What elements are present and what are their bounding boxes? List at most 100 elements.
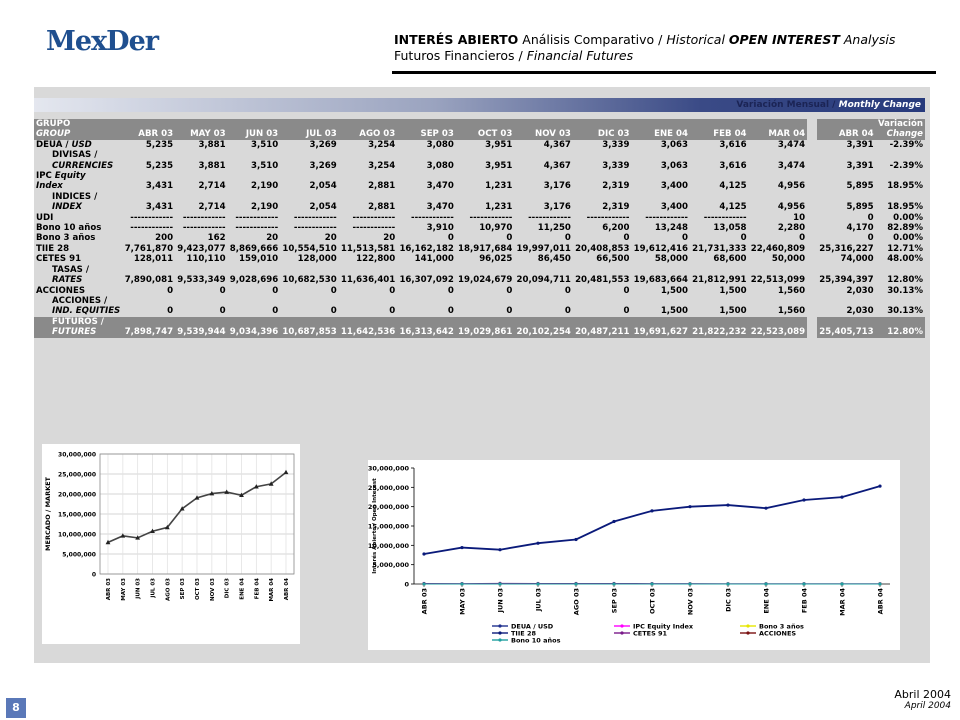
legend-marker: [498, 624, 502, 628]
legend-label: ACCIONES: [759, 630, 796, 638]
data-point: [253, 484, 259, 489]
row-value: 0: [506, 306, 513, 317]
row-value: ------------: [528, 212, 571, 223]
row-gap: [807, 264, 818, 276]
row-gap: [807, 150, 818, 161]
row-value: 0: [167, 285, 174, 296]
table-row: CETES 91 128,011 110,110 159,010 128,000 122,…: [34, 254, 925, 265]
header-blank: [748, 119, 808, 130]
row-value: 3,616: [719, 160, 747, 171]
y-tick-label: 10,000,000: [58, 532, 96, 539]
row-last-value: [817, 171, 876, 181]
row-value: [228, 171, 281, 181]
data-point: [764, 506, 768, 510]
row-value: 16,313,642: [399, 327, 454, 338]
row-value: 3,910: [426, 223, 454, 234]
row-value: 0: [623, 306, 630, 317]
row-value: 3,431: [145, 202, 174, 213]
x-tick-label: SEP 03: [611, 588, 619, 613]
row-value: 3,881: [198, 160, 226, 171]
row-gap: [807, 306, 818, 317]
row-value: 0: [623, 233, 630, 244]
row-value: [175, 265, 228, 275]
row-value: 7,761,870: [124, 243, 174, 254]
row-value: 3,063: [660, 160, 688, 171]
row-value: [456, 265, 515, 275]
table-row: TIIE 28 7,761,870 9,423,077 8,869,666 10,554…: [34, 243, 925, 255]
row-value: 68,600: [713, 254, 747, 265]
open-interest-chart: 0 5,000,000 10,000,000 15,000,000 20,000,000…: [368, 460, 900, 650]
data-point: [688, 582, 692, 586]
y-tick-label: 15,000,000: [58, 512, 96, 519]
row-value: [397, 192, 456, 202]
row-value: 3,470: [426, 181, 454, 192]
y-tick-label: 10,000,000: [368, 542, 409, 550]
row-value: ------------: [352, 212, 396, 223]
logo-text: MexDer: [46, 26, 159, 57]
row-value: [123, 192, 176, 202]
table-row: IND. EQUITIES 0 0 0 0 0 0 0 0 0 1,500 1,500 1,560 2,0…: [34, 306, 925, 317]
table-row: DEUA / USD 5,235 3,881 3,510 3,269 3,254 3,080…: [34, 139, 925, 151]
x-tick-label: OCT 03: [649, 588, 657, 614]
y-tick-label: 5,000,000: [372, 561, 409, 569]
row-value: 4,956: [777, 202, 806, 213]
row-value: [397, 265, 456, 275]
header-blank: [397, 119, 456, 130]
row-label: CETES 91: [34, 254, 123, 264]
data-point: [135, 535, 141, 540]
row-value: [749, 171, 808, 181]
subtitle-en: Financial Futures: [526, 48, 634, 63]
row-change: 30.13%: [887, 285, 923, 296]
row-value: [280, 296, 339, 306]
row-label-text: INDICES /: [52, 191, 98, 202]
row-gap: [807, 243, 818, 255]
row-value: 2,054: [309, 202, 337, 213]
month-header: SEP 03: [397, 129, 456, 140]
row-change: 18.95%: [887, 181, 923, 192]
title-comparative: Análisis Comparativo /: [518, 32, 667, 47]
legend-marker: [498, 638, 502, 642]
header-title: INTERÉS ABIERTO Análisis Comparativo / H…: [394, 31, 954, 48]
data-point: [726, 582, 730, 586]
row-gap: [807, 181, 818, 192]
data-point: [150, 528, 155, 534]
page-header: INTERÉS ABIERTO Análisis Comparativo / H…: [394, 31, 954, 64]
data-point: [688, 505, 692, 509]
row-value: ------------: [411, 212, 454, 223]
row-value: 19,683,664: [633, 275, 688, 286]
row-label: CURRENCIES: [34, 161, 123, 171]
row-label: ACCIONES: [34, 286, 123, 296]
row-gap: [807, 171, 818, 182]
y-tick-label: 30,000,000: [368, 465, 409, 473]
row-value: ------------: [293, 223, 337, 234]
row-value: ------------: [130, 212, 174, 223]
row-value: 19,612,416: [633, 243, 688, 254]
row-last-value: [817, 150, 876, 160]
row-value: 16,307,092: [399, 275, 454, 286]
row-value: 9,034,396: [229, 327, 279, 338]
row-value: ------------: [182, 223, 226, 234]
row-value: 9,539,944: [177, 327, 226, 338]
data-point: [802, 498, 806, 502]
monthly-change-label: Variación Mensual / Monthly Change: [736, 98, 921, 112]
y-tick-label: 5,000,000: [62, 552, 96, 559]
row-value: 1,560: [777, 285, 806, 296]
legend-label: Bono 10 años: [511, 637, 561, 645]
variation-header-es: Variación: [875, 119, 925, 130]
header-blank: [338, 119, 398, 130]
row-label: RATES: [34, 275, 123, 285]
row-value: 13,248: [654, 223, 688, 234]
table-row: ACCIONES 0 0 0 0 0 0 0 0 0 1,500 1,500 1,560 2,030 30.…: [34, 285, 925, 296]
y-tick-label: 15,000,000: [368, 523, 409, 531]
x-tick-label: ABR 04: [284, 578, 290, 600]
row-value: 3,176: [543, 202, 571, 213]
row-value: [339, 150, 398, 160]
row-value: 9,423,077: [177, 243, 226, 254]
row-value: [123, 317, 176, 327]
row-value: [749, 192, 808, 202]
data-point: [268, 481, 274, 486]
row-value: 141,000: [414, 254, 454, 265]
row-value: [690, 265, 749, 275]
row-gap: [807, 327, 818, 338]
